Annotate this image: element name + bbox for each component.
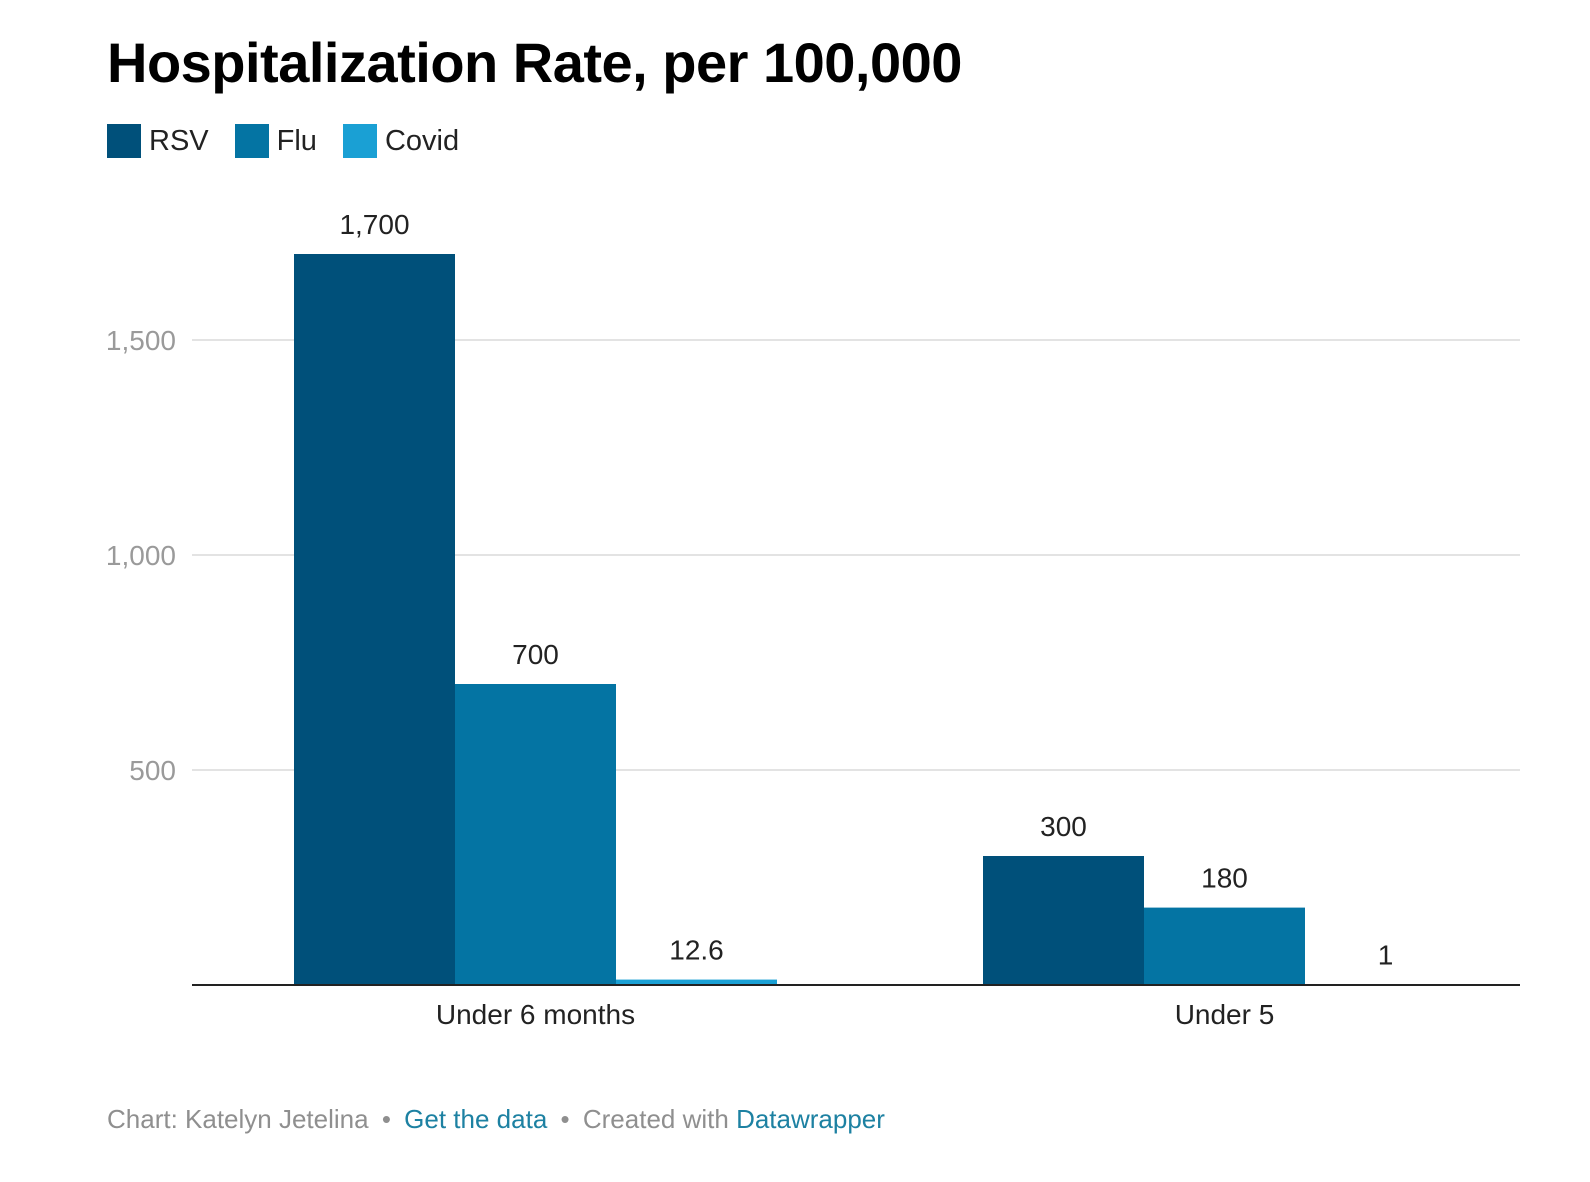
- legend-label-flu: Flu: [276, 124, 317, 157]
- data-label-covid-1: 1: [1378, 940, 1394, 971]
- data-label-rsv-1: 300: [1040, 811, 1087, 842]
- bar-rsv-0: [294, 254, 455, 985]
- y-tick-label-1500: 1,500: [106, 325, 176, 356]
- data-label-rsv-0: 1,700: [339, 209, 409, 240]
- y-tick-label-1000: 1,000: [106, 540, 176, 571]
- legend-item-rsv: RSV: [107, 124, 209, 158]
- legend-label-covid: Covid: [384, 124, 460, 157]
- legend-swatch-covid: [342, 124, 377, 158]
- footer-separator-1: •: [381, 1104, 391, 1134]
- x-category-label-0: Under 6 months: [436, 999, 635, 1030]
- legend-item-flu: Flu: [234, 124, 317, 158]
- get-the-data-link[interactable]: Get the data: [404, 1104, 548, 1134]
- legend-item-covid: Covid: [342, 124, 460, 158]
- footer-credit: Chart: Katelyn Jetelina: [107, 1104, 369, 1134]
- bar-rsv-1: [983, 856, 1144, 985]
- bar-flu-1: [1144, 907, 1305, 985]
- chart-title: Hospitalization Rate, per 100,000: [107, 31, 962, 94]
- legend-swatch-rsv: [107, 124, 141, 158]
- footer-created-with: Created with: [582, 1104, 729, 1134]
- data-label-flu-1: 180: [1201, 863, 1248, 894]
- bar-covid-0: [616, 979, 777, 985]
- datawrapper-link[interactable]: Datawrapper: [736, 1104, 885, 1134]
- legend: RSV Flu Covid: [107, 124, 485, 158]
- data-label-covid-0: 12.6: [669, 935, 724, 966]
- y-tick-label-500: 500: [129, 755, 176, 786]
- bar-flu-0: [455, 684, 616, 985]
- legend-label-rsv: RSV: [149, 124, 209, 157]
- chart-footer: Chart: Katelyn Jetelina • Get the data •…: [107, 1104, 885, 1135]
- data-label-flu-0: 700: [512, 639, 559, 670]
- legend-swatch-flu: [234, 124, 269, 158]
- x-category-label-1: Under 5: [1175, 999, 1275, 1030]
- footer-separator-2: •: [560, 1104, 570, 1134]
